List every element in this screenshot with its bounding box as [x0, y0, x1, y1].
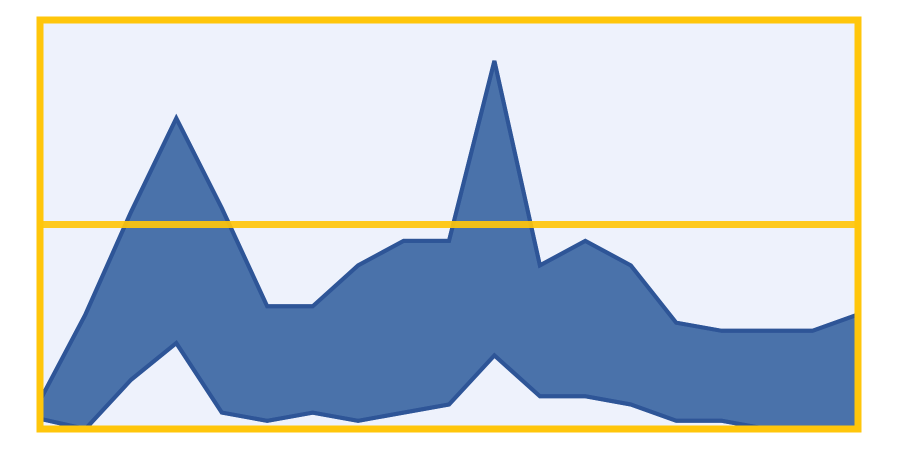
series-line-1 [39, 340, 858, 432]
series-line-2 [38, 60, 859, 402]
plot-frame [36, 16, 862, 433]
